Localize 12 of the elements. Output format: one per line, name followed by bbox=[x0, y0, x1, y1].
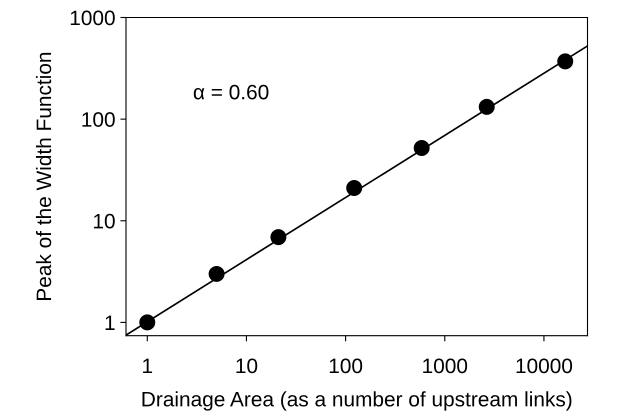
y-axis-title: Peak of the Width Function bbox=[36, 52, 52, 300]
x-axis-title: Drainage Area (as a number of upstream links) bbox=[142, 391, 572, 411]
x-tick-label: 1000 bbox=[423, 358, 468, 374]
y-tick-label: 1000 bbox=[70, 10, 115, 26]
y-tick-label: 10 bbox=[94, 214, 115, 229]
y-tick-label: 1 bbox=[106, 316, 115, 330]
x-tick-label: 100 bbox=[330, 358, 362, 374]
x-tick-label: 10000 bbox=[516, 358, 572, 374]
x-tick-label: 1 bbox=[143, 358, 152, 374]
y-tick-label: 100 bbox=[82, 112, 115, 127]
annotation: α = 0.60 bbox=[194, 84, 268, 100]
x-tick-label: 10 bbox=[236, 358, 258, 374]
